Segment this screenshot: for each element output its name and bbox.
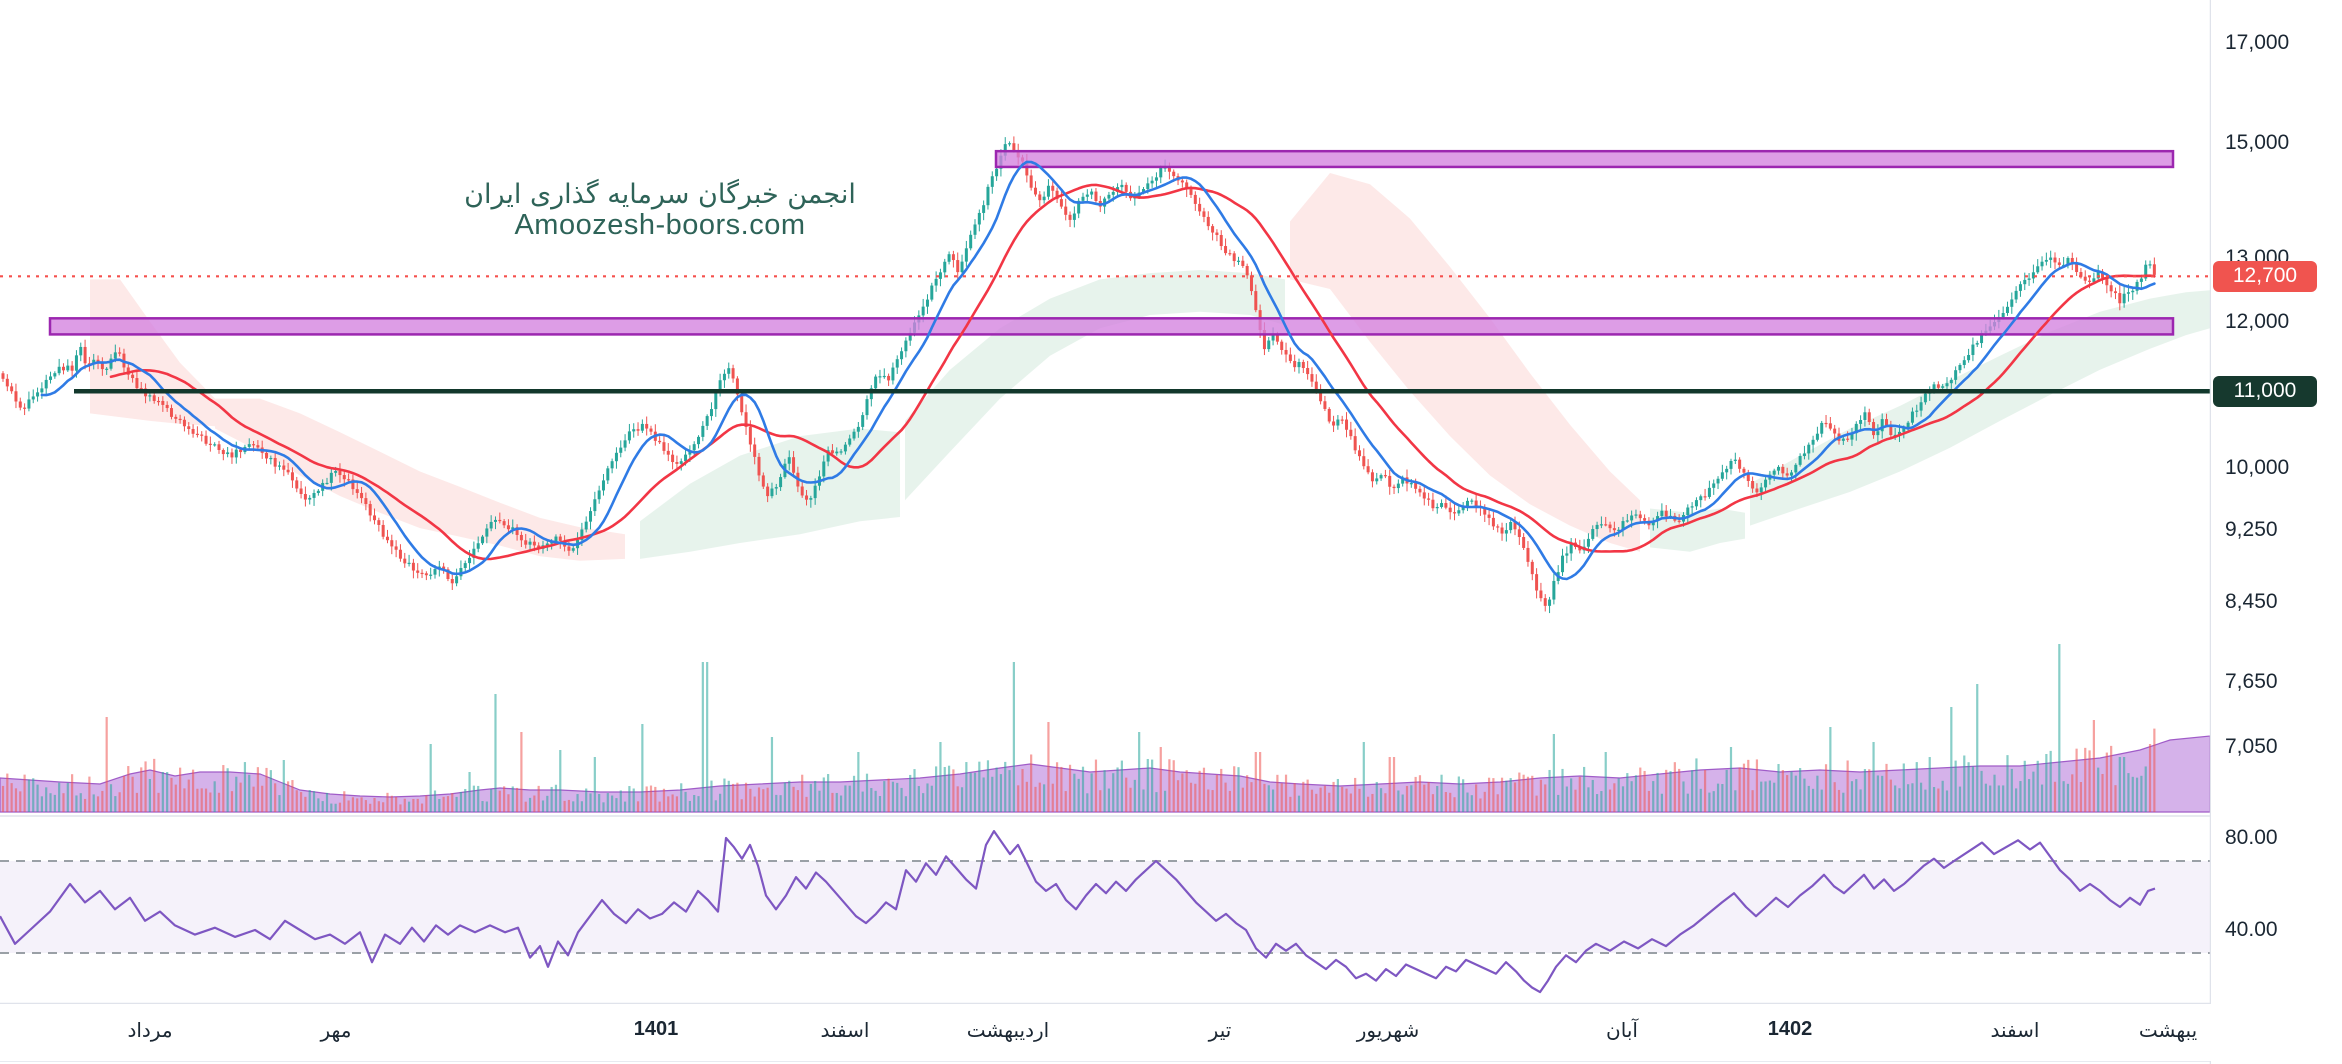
price-tick-label: 7,050 bbox=[2225, 735, 2278, 759]
supply-demand-zones bbox=[48, 149, 2175, 336]
price-tick-label: 7,650 bbox=[2225, 669, 2278, 693]
price-tick-label: 12,000 bbox=[2225, 309, 2290, 333]
volume-bars-layer bbox=[1, 644, 2156, 812]
price-tick-label: 10,000 bbox=[2225, 455, 2290, 479]
time-axis-month-label: اردیبهشت bbox=[966, 1018, 1050, 1042]
time-axis-month-label: مهر bbox=[320, 1018, 352, 1042]
rsi-tick-40: 40.00 bbox=[2225, 918, 2278, 941]
price-tick-label: 15,000 bbox=[2225, 131, 2290, 155]
rsi-tick-80: 80.00 bbox=[2225, 826, 2278, 849]
time-axis-year-label: 1401 bbox=[633, 1018, 679, 1040]
time-axis-year-label: 1402 bbox=[1767, 1018, 1813, 1040]
price-axis[interactable]: 7,0507,6508,4509,25010,00011,00012,00013… bbox=[2211, 0, 2342, 1064]
moving-averages-layer bbox=[40, 160, 2156, 581]
ichimoku-cloud-layer bbox=[90, 173, 2210, 561]
time-axis-month-label: شهریور bbox=[1356, 1018, 1420, 1042]
candles-layer bbox=[1, 136, 2156, 614]
level-lines-layer bbox=[0, 275, 2210, 394]
time-axis-month-label: اسفند bbox=[1990, 1018, 2040, 1042]
price-tick-label: 8,450 bbox=[2225, 590, 2278, 614]
time-axis-month-label: تیر bbox=[1208, 1018, 1232, 1042]
time-axis-month-label: یبهشت bbox=[2138, 1018, 2198, 1042]
time-axis-month-label: مرداد bbox=[127, 1018, 173, 1042]
last-price-badge: 12,700 bbox=[2213, 260, 2317, 292]
price-tick-label: 9,250 bbox=[2225, 517, 2278, 541]
time-axis[interactable]: مرداد مهر 1401 اسفند اردیبهشت تیر شهریور آبان 14… bbox=[0, 1004, 2342, 1061]
time-axis-month-label: اسفند bbox=[820, 1018, 870, 1042]
time-axis-month-label: آبان bbox=[1606, 1018, 1638, 1042]
price-tick-label: 17,000 bbox=[2225, 31, 2290, 54]
rsi-pane bbox=[0, 829, 2226, 994]
support-price-badge: 11,000 bbox=[2213, 375, 2317, 407]
